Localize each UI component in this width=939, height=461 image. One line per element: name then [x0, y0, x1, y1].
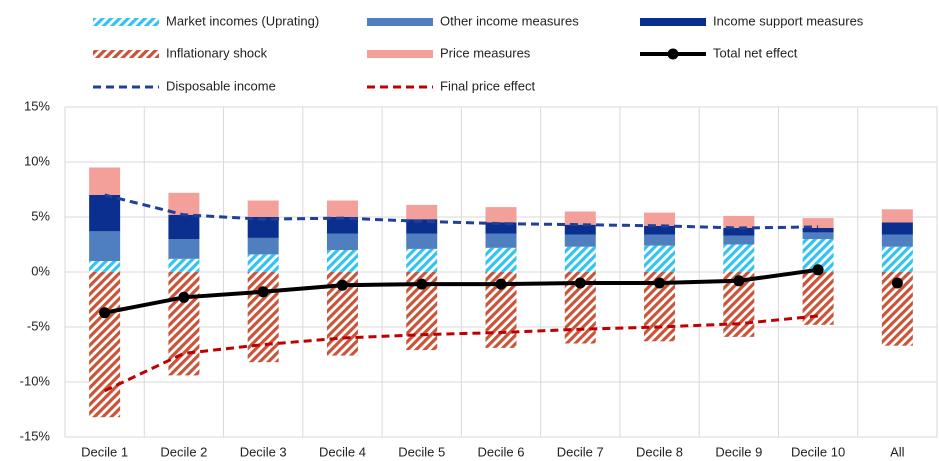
bar-segment	[168, 214, 200, 239]
line	[103, 314, 819, 393]
bar-segment	[723, 228, 755, 236]
bar-segment	[802, 272, 834, 325]
bar-segment	[723, 235, 755, 245]
bar-segment	[564, 234, 596, 247]
bar-segment	[564, 211, 596, 225]
bar-segment	[89, 261, 121, 272]
bar-segment	[485, 233, 517, 248]
bar-segment	[89, 231, 121, 261]
legend-swatch	[367, 50, 433, 58]
y-tick-label: -10%	[20, 373, 51, 388]
legend-swatch	[367, 18, 433, 26]
x-tick-label: Decile 6	[478, 444, 525, 459]
y-tick-label: 5%	[31, 208, 50, 223]
bar-segment	[168, 239, 200, 259]
line-marker	[574, 277, 586, 289]
bar-segment	[644, 245, 676, 272]
line-marker	[495, 278, 507, 290]
bar-segment	[89, 195, 121, 232]
bar-segment	[326, 217, 358, 234]
line	[104, 267, 819, 315]
line-marker	[336, 279, 348, 291]
line	[104, 193, 819, 230]
x-tick-label: Decile 4	[319, 444, 366, 459]
bar-segment	[485, 247, 517, 272]
x-tick-label: Decile 7	[557, 444, 604, 459]
bar-segment	[881, 246, 913, 272]
x-tick-label: Decile 5	[398, 444, 445, 459]
legend-marker	[667, 48, 679, 60]
x-tick-label: Decile 1	[81, 444, 128, 459]
x-tick-label: Decile 2	[160, 444, 207, 459]
bar-segment	[326, 250, 358, 272]
bar-segment	[406, 248, 438, 272]
bar-segment	[247, 272, 279, 363]
y-tick-label: 15%	[24, 98, 50, 113]
y-tick-label: -15%	[20, 428, 51, 443]
y-tick-label: 10%	[24, 153, 50, 168]
legend-label: Disposable income	[166, 78, 276, 93]
bar-segment	[168, 272, 200, 376]
y-tick-label: -5%	[27, 318, 51, 333]
bar-segment	[644, 234, 676, 246]
bar-segment	[247, 217, 279, 238]
line-marker	[891, 277, 903, 289]
bar-segment	[326, 233, 358, 250]
bar-segment	[644, 225, 676, 235]
bar-segment	[644, 212, 676, 226]
line-marker	[416, 278, 428, 290]
legend-swatch	[640, 18, 706, 26]
legend-label: Market incomes (Uprating)	[166, 13, 319, 28]
legend-label: Income support measures	[713, 13, 864, 28]
line-marker	[812, 264, 824, 276]
bar-segment	[881, 209, 913, 223]
legend-label: Inflationary shock	[166, 45, 268, 60]
legend-swatch	[93, 18, 159, 26]
bar-segment	[723, 215, 755, 228]
bar-segment	[406, 204, 438, 220]
legend-label: Final price effect	[440, 78, 536, 93]
bar-segment	[168, 192, 200, 215]
legend-label: Other income measures	[440, 13, 579, 28]
bar-segment	[802, 228, 834, 233]
bar-segment	[881, 234, 913, 247]
bar-segment	[802, 218, 834, 228]
bar-segment	[802, 232, 834, 239]
bar-segment	[723, 244, 755, 272]
x-tick-label: Decile 3	[240, 444, 287, 459]
line-marker	[654, 277, 666, 289]
bar-segment	[89, 167, 121, 195]
bar-segment	[247, 237, 279, 255]
legend-swatch	[93, 50, 159, 58]
y-tick-label: 0%	[31, 263, 50, 278]
legend-label: Price measures	[440, 45, 531, 60]
bar-segment	[168, 258, 200, 272]
bar-segment	[485, 207, 517, 223]
legend-label: Total net effect	[713, 45, 798, 60]
bar-segment	[485, 222, 517, 234]
line-marker	[178, 291, 190, 303]
bar-segment	[564, 224, 596, 235]
bar-segment	[564, 246, 596, 272]
bar-segment	[89, 272, 121, 418]
bar-segment	[247, 254, 279, 272]
line-marker	[99, 307, 111, 319]
bar-segment	[247, 200, 279, 217]
x-tick-label: Decile 9	[715, 444, 762, 459]
bar-segment	[406, 233, 438, 249]
x-tick-label: Decile 8	[636, 444, 683, 459]
bar-segment	[881, 222, 913, 235]
line-marker	[733, 275, 745, 287]
x-tick-label: Decile 10	[791, 444, 845, 459]
x-tick-label: All	[890, 444, 905, 459]
line-marker	[257, 286, 269, 298]
bar-segment	[326, 200, 358, 217]
